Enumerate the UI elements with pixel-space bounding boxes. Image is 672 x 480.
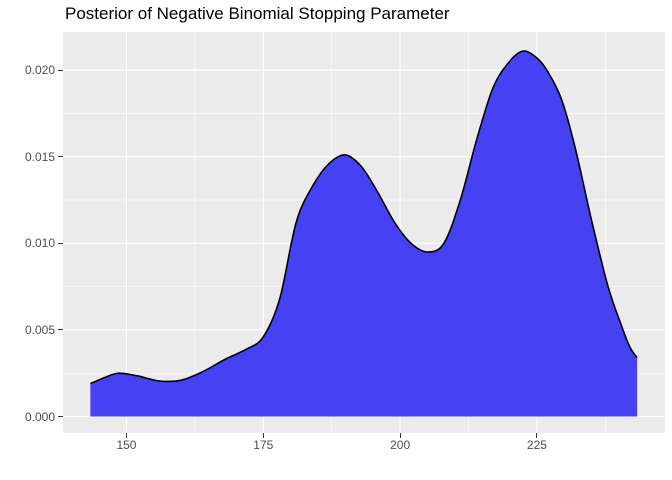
x-tick-mark	[262, 433, 264, 438]
x-tick-label: 150	[116, 438, 137, 452]
y-tick-mark	[58, 416, 63, 418]
y-tick-label: 0.010	[24, 236, 55, 251]
density-curve	[90, 50, 638, 385]
y-tick-mark	[58, 156, 63, 158]
x-tick-label: 225	[526, 438, 547, 452]
x-tick-mark	[399, 433, 401, 438]
y-tick-label: 0.000	[24, 409, 55, 424]
y-tick-label: 0.015	[24, 149, 55, 164]
x-tick-label: 200	[390, 438, 411, 452]
density-area	[90, 50, 638, 417]
x-tick-mark	[536, 433, 538, 438]
y-tick-mark	[58, 329, 63, 331]
x-tick-label: 175	[253, 438, 274, 452]
y-tick-mark	[58, 242, 63, 244]
y-tick-label: 0.005	[24, 322, 55, 337]
x-tick-mark	[125, 433, 127, 438]
y-tick-label: 0.020	[24, 63, 55, 78]
y-tick-mark	[58, 69, 63, 71]
density-chart-svg	[63, 32, 665, 433]
plot-panel	[63, 32, 665, 433]
plot-title: Posterior of Negative Binomial Stopping …	[65, 4, 450, 23]
